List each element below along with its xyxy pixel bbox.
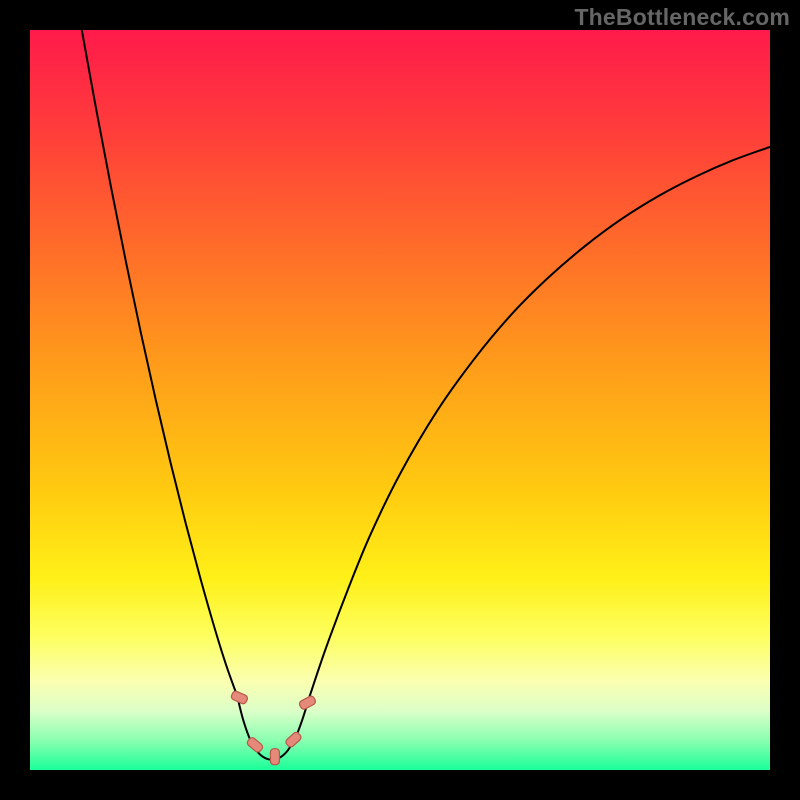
bottleneck-chart	[30, 30, 770, 770]
watermark-text: TheBottleneck.com	[574, 4, 790, 31]
gradient-background	[30, 30, 770, 770]
plot-area	[30, 30, 770, 770]
chart-frame: TheBottleneck.com	[0, 0, 800, 800]
curve-marker	[270, 749, 279, 765]
